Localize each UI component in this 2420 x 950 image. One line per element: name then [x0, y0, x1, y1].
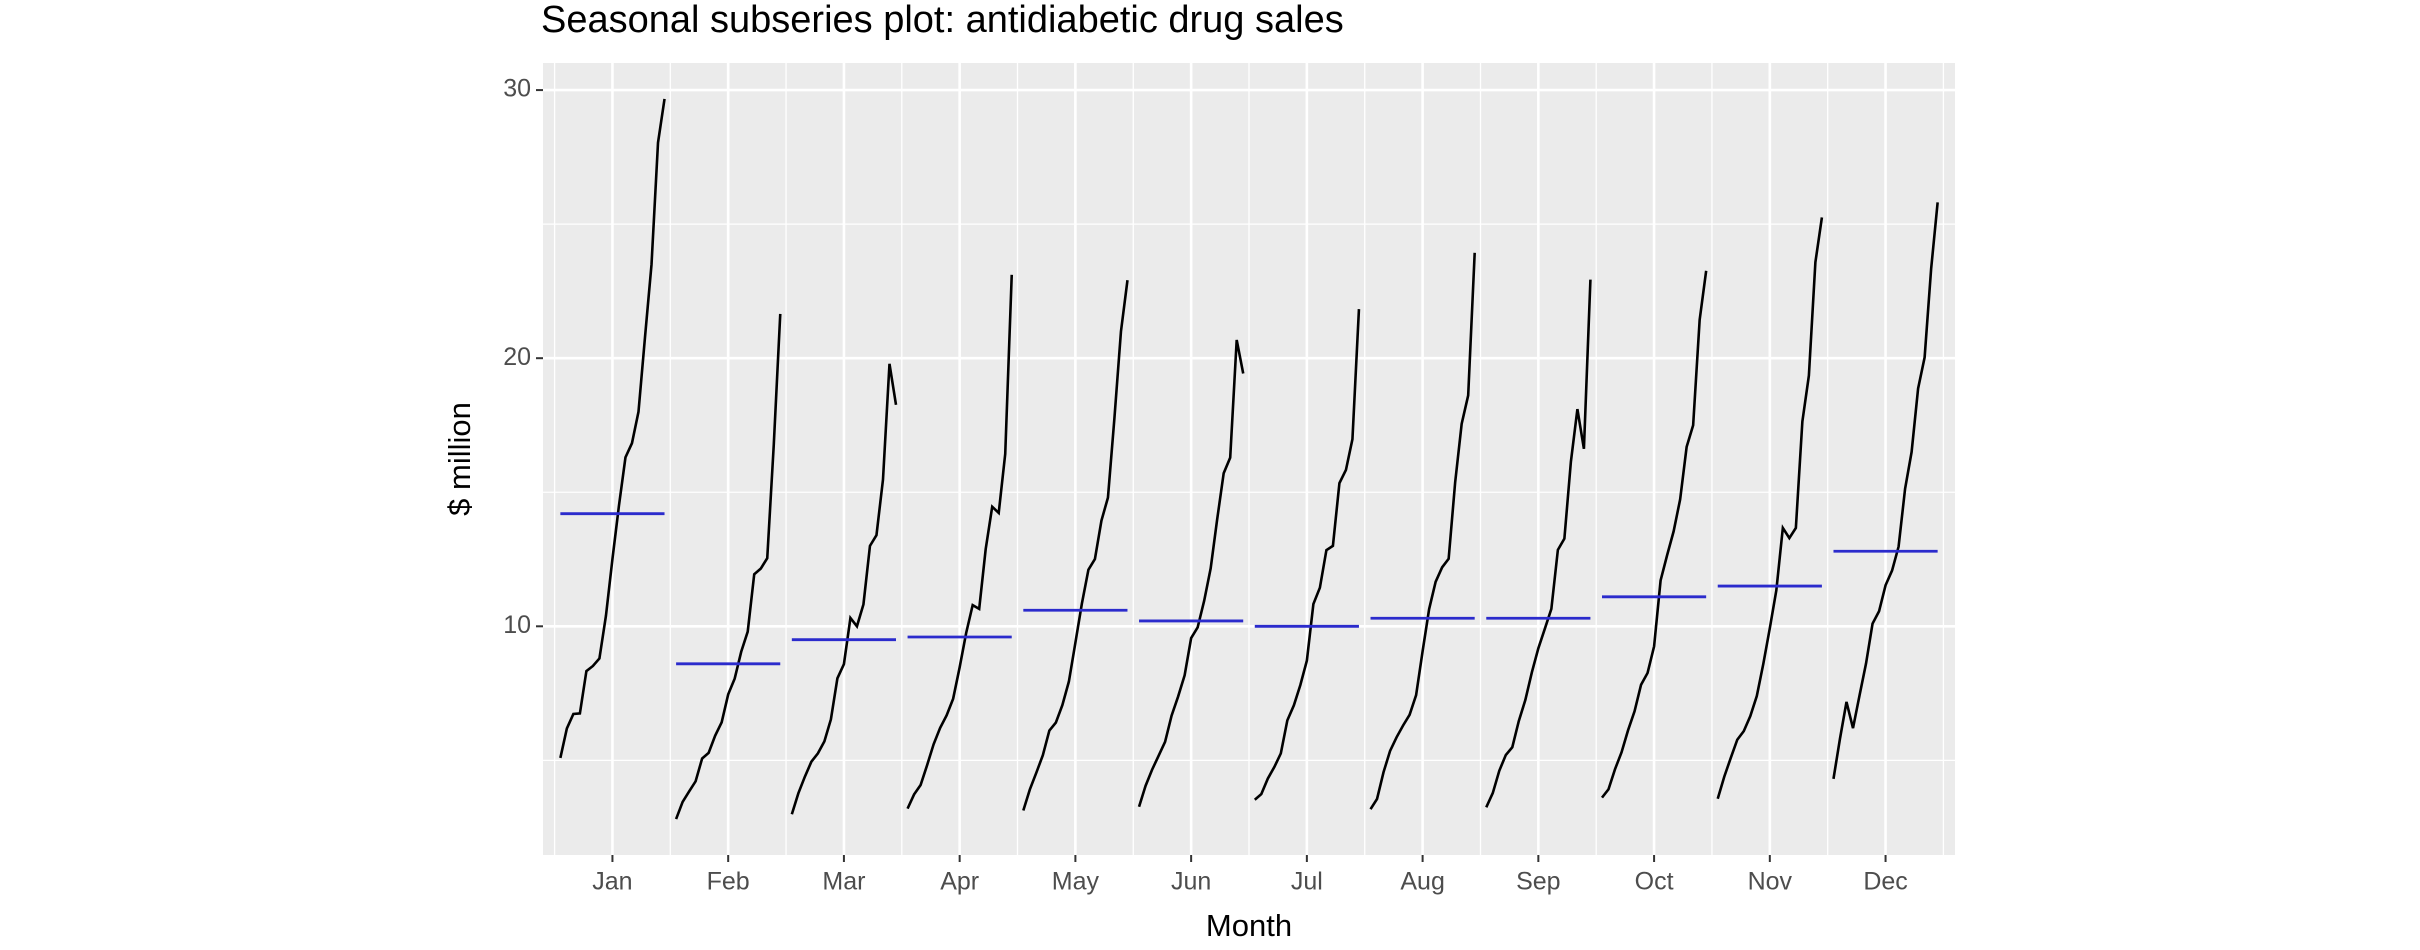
chart-title: Seasonal subseries plot: antidiabetic dr…: [541, 0, 1344, 41]
y-tick-label: 20: [503, 343, 531, 371]
x-axis-title: Month: [1206, 908, 1292, 943]
x-tick-label: Sep: [1516, 868, 1560, 896]
subseries-line: [1832, 202, 1939, 780]
x-tick-label: Oct: [1635, 868, 1674, 896]
subseries-line: [1485, 279, 1592, 808]
x-tick-label: Aug: [1400, 868, 1444, 896]
subseries-line: [1253, 309, 1361, 801]
y-tick-label: 10: [503, 611, 531, 639]
subseries-line: [559, 98, 666, 759]
y-axis-title: $ million: [442, 402, 477, 516]
subseries-line: [1369, 252, 1476, 810]
subseries-line: [1022, 280, 1129, 811]
x-tick-label: Jul: [1291, 868, 1323, 896]
subseries-line: [1716, 217, 1824, 800]
x-tick-label: Jun: [1171, 868, 1211, 896]
x-tick-label: Jan: [592, 868, 632, 896]
x-tick-label: May: [1052, 868, 1100, 896]
x-tick-label: Apr: [940, 868, 979, 896]
x-tick-label: Nov: [1748, 868, 1793, 896]
y-tick-label: 30: [503, 75, 531, 103]
subseries-line: [906, 274, 1014, 810]
subseries-line: [1600, 270, 1708, 799]
subseries-line: [790, 363, 898, 815]
subseries-line: [1137, 339, 1245, 808]
x-tick-label: Mar: [822, 868, 865, 896]
subseries-line: [674, 313, 782, 820]
x-tick-label: Feb: [707, 868, 750, 896]
x-tick-label: Dec: [1863, 868, 1907, 896]
